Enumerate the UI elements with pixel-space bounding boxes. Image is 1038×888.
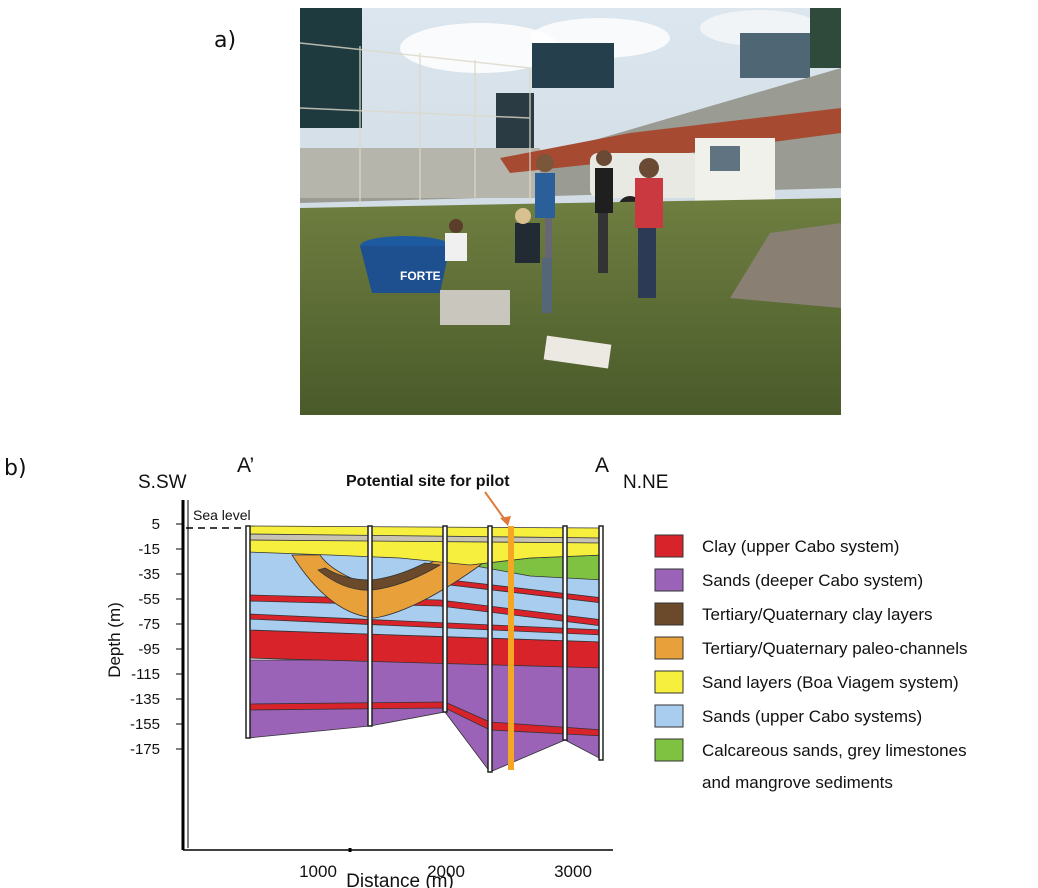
photo-tank-text: FORTE xyxy=(400,269,441,283)
y-tick-label: -175 xyxy=(130,741,160,758)
legend-label-continuation: and mangrove sediments xyxy=(702,773,893,792)
section-layers xyxy=(247,525,604,773)
y-tick-label: 5 xyxy=(152,516,160,533)
y-tick-label: -55 xyxy=(138,591,160,608)
photo-roof xyxy=(500,108,841,173)
legend-swatch-clay xyxy=(654,534,684,558)
x-tick-label: 1000 xyxy=(299,862,337,881)
y-axis-label: Depth (m) xyxy=(105,602,124,678)
boreholes xyxy=(245,525,604,773)
borehole xyxy=(367,525,373,727)
panel-label-b: b) xyxy=(4,456,27,481)
legend-swatch-paleo xyxy=(654,636,684,660)
pilot-site-label: Potential site for pilot xyxy=(346,473,510,490)
section-end-left: A’ xyxy=(237,454,254,477)
legend-swatch-sands-deep xyxy=(654,568,684,592)
sea-level-label: Sea level xyxy=(193,507,251,523)
photo-building xyxy=(740,33,810,78)
pilot-site-arrowhead xyxy=(500,516,511,526)
legend-label: Calcareous sands, grey limestones xyxy=(702,741,967,760)
direction-right: N.NE xyxy=(623,472,668,493)
legend-swatch-boa-viagem xyxy=(654,670,684,694)
borehole xyxy=(442,525,448,713)
photo-cloud xyxy=(400,23,560,73)
legend-label: Clay (upper Cabo system) xyxy=(702,537,899,556)
photo-rubble xyxy=(730,223,841,308)
x-tick-labels: 1000 2000 3000 xyxy=(299,862,592,881)
photo-people xyxy=(445,150,663,313)
section-end-right: A xyxy=(595,454,609,477)
y-tick-label: -95 xyxy=(138,641,160,658)
legend-swatch-tq-clay xyxy=(654,602,684,626)
photo-truck-window xyxy=(710,146,740,171)
photo-board xyxy=(543,335,612,369)
photo-water-tank xyxy=(360,246,450,293)
pilot-site-bar xyxy=(508,526,514,770)
layer-sands-deep xyxy=(247,659,604,773)
legend-swatch-sands-upper xyxy=(654,704,684,728)
y-tick-label: -35 xyxy=(138,566,160,583)
photo-building xyxy=(496,93,534,148)
legend-label: Sands (upper Cabo systems) xyxy=(702,707,922,726)
y-tick-label: -15 xyxy=(138,541,160,558)
photo-tree xyxy=(810,8,841,68)
y-tick-label: -155 xyxy=(130,716,160,733)
y-tick-label: -75 xyxy=(138,616,160,633)
direction-left: S.SW xyxy=(138,472,187,493)
x-tick-label: 2000 xyxy=(427,862,465,881)
borehole xyxy=(598,525,604,761)
field-photo: FORTE xyxy=(300,8,841,415)
legend-label: Sands (deeper Cabo system) xyxy=(702,571,923,590)
borehole xyxy=(562,525,568,741)
y-tick-label: -115 xyxy=(131,666,160,683)
legend-swatch-calcareous xyxy=(654,738,684,762)
y-tick-label: -135 xyxy=(130,691,160,708)
y-tick-labels: 5 -15 -35 -55 -75 -95 -115 -135 -155 -17… xyxy=(130,516,160,758)
photo-fence xyxy=(300,42,531,208)
photo-block xyxy=(440,290,510,325)
x-tick-label: 3000 xyxy=(554,862,592,881)
legend-label: Tertiary/Quaternary clay layers xyxy=(702,605,933,624)
legend-label: Sand layers (Boa Viagem system) xyxy=(702,673,959,692)
photo-billboard xyxy=(532,43,614,88)
panel-label-a: a) xyxy=(214,28,237,53)
borehole xyxy=(487,525,493,773)
photo-grass xyxy=(300,198,841,415)
borehole xyxy=(245,525,251,739)
y-ticks xyxy=(176,523,183,750)
layer-tq-clay xyxy=(317,562,442,591)
legend-label: Tertiary/Quaternary paleo-channels xyxy=(702,639,968,658)
legend: Clay (upper Cabo system) Sands (deeper C… xyxy=(654,534,968,792)
x-axis-label: Distance (m) xyxy=(346,871,454,888)
cross-section-figure: S.SW A’ Potential site for pilot A N.NE … xyxy=(105,454,968,888)
